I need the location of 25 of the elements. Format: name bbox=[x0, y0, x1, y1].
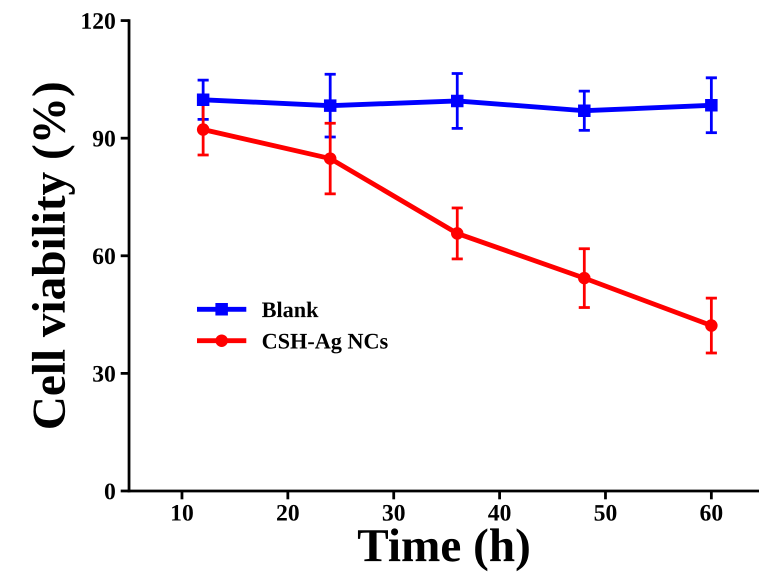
legend-label: CSH-Ag NCs bbox=[262, 334, 388, 354]
y-axis-title: Cell viability (%) bbox=[32, 83, 75, 428]
y-tick-label: 120 bbox=[82, 13, 115, 30]
point bbox=[196, 94, 210, 106]
y-tick-label: 60 bbox=[93, 248, 115, 264]
point bbox=[451, 94, 464, 108]
point bbox=[196, 123, 210, 136]
point bbox=[324, 99, 336, 112]
x-tick-label: 60 bbox=[700, 504, 722, 521]
legend-label: Blank bbox=[262, 302, 318, 318]
y-tick-label: 90 bbox=[92, 130, 115, 147]
point bbox=[578, 104, 591, 117]
point bbox=[324, 152, 336, 165]
point bbox=[451, 227, 464, 240]
x-tick-label: 20 bbox=[277, 504, 299, 521]
point bbox=[578, 272, 591, 284]
point bbox=[705, 99, 718, 112]
x-axis-title: Time (h) bbox=[358, 528, 529, 572]
x-tick-label: 50 bbox=[594, 504, 616, 521]
x-tick-label: 30 bbox=[382, 504, 405, 521]
y-tick-label: 0 bbox=[104, 483, 115, 500]
y-tick-label: 30 bbox=[93, 366, 115, 382]
point bbox=[705, 319, 718, 332]
x-tick-label: 10 bbox=[172, 504, 193, 521]
x-tick-label: 40 bbox=[488, 504, 511, 521]
